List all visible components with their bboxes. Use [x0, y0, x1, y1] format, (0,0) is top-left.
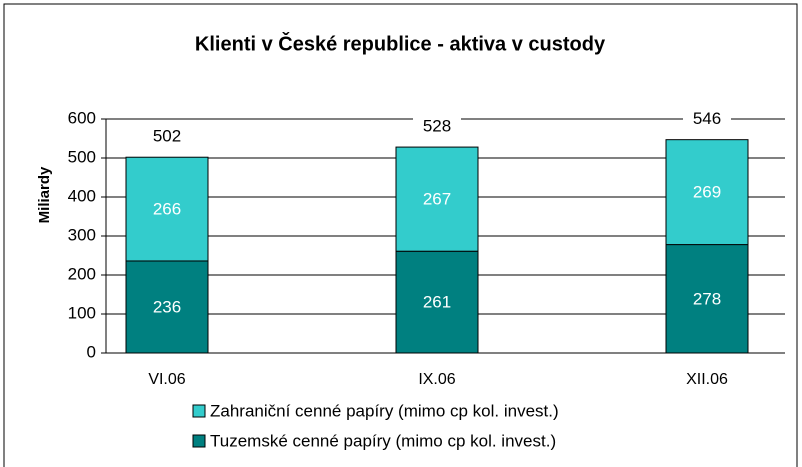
y-tick-label: 600 — [68, 108, 96, 127]
bar-segment — [125, 156, 209, 262]
bar-segment — [395, 250, 479, 354]
legend-swatch — [192, 404, 206, 418]
total-label: 502 — [153, 127, 181, 146]
y-tick-label: 400 — [68, 186, 96, 205]
chart-title: Klienti v České republice - aktiva v cus… — [195, 31, 606, 55]
legend-swatch — [192, 434, 206, 448]
y-tick-label: 300 — [68, 225, 96, 244]
y-tick-label: 200 — [68, 264, 96, 283]
legend-label: Zahraniční cenné papíry (mimo cp kol. in… — [210, 401, 559, 420]
data-label: 261 — [423, 293, 451, 312]
bar-segment — [395, 146, 479, 252]
y-tick-label: 0 — [87, 342, 96, 361]
bar-segment — [665, 244, 749, 354]
x-tick-label: XII.06 — [686, 371, 728, 388]
y-tick-label: 500 — [68, 147, 96, 166]
x-tick-label: VI.06 — [148, 371, 185, 388]
total-label: 528 — [423, 117, 451, 136]
total-label-bg — [683, 108, 731, 131]
y-axis-label: Miliardy — [36, 166, 53, 223]
bar-segment — [665, 139, 749, 246]
x-tick-label: IX.06 — [418, 371, 455, 388]
y-tick-label: 100 — [68, 303, 96, 322]
legend-label: Tuzemské cenné papíry (mimo cp kol. inve… — [210, 431, 556, 450]
data-label: 269 — [693, 183, 721, 202]
total-label-bg — [413, 116, 461, 139]
data-label: 278 — [693, 289, 721, 308]
data-label: 236 — [153, 297, 181, 316]
total-label-bg — [143, 126, 191, 149]
data-label: 267 — [423, 190, 451, 209]
data-label: 266 — [153, 200, 181, 219]
total-label: 546 — [693, 109, 721, 128]
